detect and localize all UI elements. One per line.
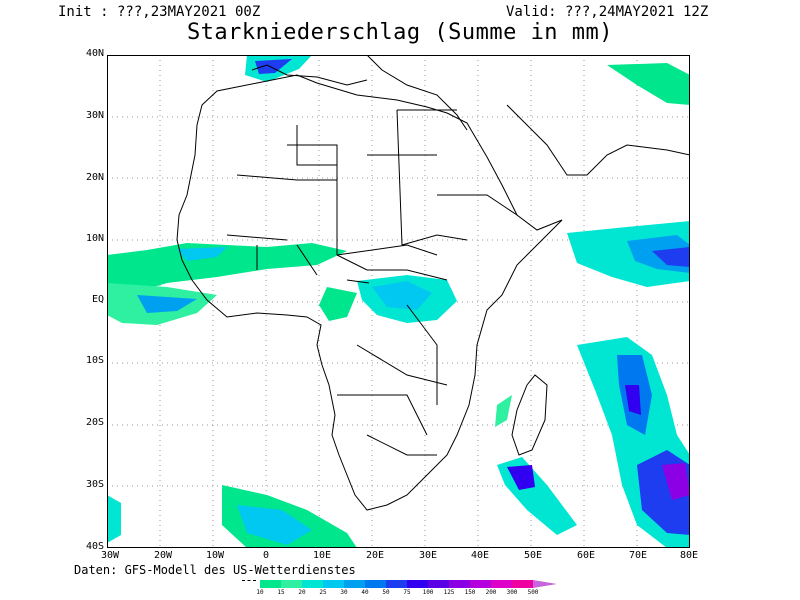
- init-time: Init : ???,23MAY2021 00Z: [58, 4, 261, 20]
- lat-label: 40N: [85, 48, 104, 59]
- legend-swatch: [491, 580, 512, 588]
- lon-label: 70E: [628, 550, 648, 561]
- legend-swatch: [428, 580, 449, 588]
- map-title: Starkniederschlag (Summe in mm): [186, 20, 614, 45]
- lat-label: 10S: [85, 355, 104, 366]
- precip-fields: [107, 55, 690, 548]
- lat-label: 30S: [85, 479, 104, 490]
- precip-area-w-africa-band: [107, 243, 347, 307]
- lat-label: 20N: [85, 172, 104, 183]
- lon-label: 40E: [470, 550, 490, 561]
- color-legend: 10 15 20 25 30 40 50 75 100 125 150 200 300 500: [230, 576, 570, 600]
- lon-label: 20E: [365, 550, 385, 561]
- lat-label: 30N: [85, 110, 104, 121]
- lon-label: 60E: [576, 550, 596, 561]
- lon-label: 80E: [679, 550, 699, 561]
- legend-swatch: [512, 580, 533, 588]
- legend-label: 15: [277, 589, 285, 596]
- legend-label: 20: [298, 589, 306, 596]
- legend-swatch: [386, 580, 407, 588]
- lon-label: 10E: [312, 550, 332, 561]
- legend-swatch: [344, 580, 365, 588]
- legend-label: 30: [340, 589, 348, 596]
- data-source: Daten: GFS-Modell des US-Wetterdienstes: [74, 563, 356, 577]
- legend-swatch: [281, 580, 302, 588]
- legend-label: 150: [464, 589, 476, 596]
- legend-label: 40: [361, 589, 369, 596]
- legend-label: 100: [422, 589, 434, 596]
- lon-label: 30W: [100, 550, 120, 561]
- lon-label: 30E: [418, 550, 438, 561]
- lon-label: 10W: [205, 550, 225, 561]
- lat-label: 10N: [85, 233, 104, 244]
- legend-swatch: [323, 580, 344, 588]
- lat-label: EQ: [91, 294, 104, 305]
- legend-swatch: [407, 580, 428, 588]
- legend-label: 200: [485, 589, 497, 596]
- legend-below-marker: [242, 580, 256, 589]
- legend-swatch: [533, 580, 557, 588]
- valid-time: Valid: ???,24MAY2021 12Z: [506, 4, 709, 20]
- legend-label: 10: [256, 589, 264, 596]
- legend-swatch: [470, 580, 491, 588]
- legend-swatch: [449, 580, 470, 588]
- coastlines: [176, 55, 690, 511]
- map-canvas: [107, 55, 690, 548]
- lat-label: 20S: [85, 417, 104, 428]
- lat-label: 40S: [85, 541, 104, 552]
- legend-label: 75: [403, 589, 411, 596]
- legend-label: 50: [382, 589, 390, 596]
- lon-label: 50E: [523, 550, 543, 561]
- precipitation-map: [107, 55, 690, 548]
- lon-label: 20W: [153, 550, 173, 561]
- legend-swatch: [260, 580, 281, 588]
- legend-label: 25: [319, 589, 327, 596]
- legend-label: 500: [527, 589, 539, 596]
- lon-label: 0: [262, 550, 270, 561]
- legend-swatch: [302, 580, 323, 588]
- legend-swatch: [365, 580, 386, 588]
- legend-label: 300: [506, 589, 518, 596]
- legend-label: 125: [443, 589, 455, 596]
